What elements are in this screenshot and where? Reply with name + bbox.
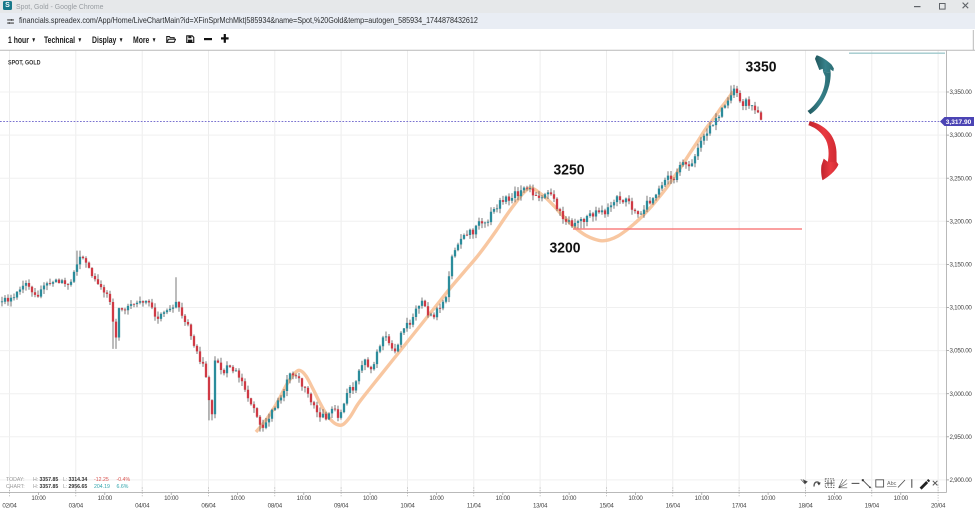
svg-text:204.19: 204.19 — [94, 484, 110, 490]
svg-text:16/04: 16/04 — [666, 503, 681, 510]
svg-text:10:00: 10:00 — [98, 495, 113, 502]
svg-text:TODAY:: TODAY: — [6, 477, 25, 483]
svg-text:3,150.00: 3,150.00 — [950, 262, 973, 269]
svg-text:03/04: 03/04 — [69, 503, 84, 510]
svg-text:Abc: Abc — [887, 481, 897, 487]
svg-text:06/04: 06/04 — [201, 503, 216, 510]
svg-text:L:: L: — [63, 484, 67, 490]
svg-text:3,000.00: 3,000.00 — [950, 391, 973, 398]
svg-text:3,250.00: 3,250.00 — [950, 175, 973, 182]
svg-text:3,300.00: 3,300.00 — [950, 132, 973, 139]
svg-text:10:00: 10:00 — [429, 495, 444, 502]
svg-text:02/04: 02/04 — [2, 503, 17, 510]
svg-text:H:: H: — [33, 484, 38, 490]
svg-text:3357.85: 3357.85 — [40, 484, 59, 490]
svg-text:3200: 3200 — [550, 240, 581, 257]
svg-text:10:00: 10:00 — [297, 495, 312, 502]
svg-text:10:00: 10:00 — [695, 495, 710, 502]
svg-text:10:00: 10:00 — [164, 495, 179, 502]
svg-text:6.6%: 6.6% — [117, 484, 129, 490]
svg-text:3,350.00: 3,350.00 — [950, 89, 973, 96]
svg-text:2,900.00: 2,900.00 — [950, 477, 973, 484]
svg-text:10:00: 10:00 — [496, 495, 511, 502]
svg-text:-0.4%: -0.4% — [117, 477, 131, 483]
svg-text:04/04: 04/04 — [135, 503, 150, 510]
svg-text:10:00: 10:00 — [628, 495, 643, 502]
svg-text:3357.85: 3357.85 — [40, 477, 59, 483]
svg-text:CHART:: CHART: — [6, 484, 25, 490]
svg-text:2,950.00: 2,950.00 — [950, 434, 973, 441]
svg-text:3,050.00: 3,050.00 — [950, 348, 973, 355]
svg-text:15/04: 15/04 — [599, 503, 614, 510]
svg-text:H:: H: — [33, 477, 38, 483]
svg-text:08/04: 08/04 — [268, 503, 283, 510]
svg-text:20/04: 20/04 — [931, 503, 946, 510]
svg-text:-12.25: -12.25 — [94, 477, 109, 483]
svg-text:19/04: 19/04 — [865, 503, 880, 510]
svg-text:3,200.00: 3,200.00 — [950, 218, 973, 225]
svg-text:10/04: 10/04 — [400, 503, 415, 510]
svg-text:L:: L: — [63, 477, 67, 483]
svg-text:3250: 3250 — [554, 162, 585, 179]
svg-text:13/04: 13/04 — [533, 503, 548, 510]
svg-text:10:00: 10:00 — [230, 495, 245, 502]
svg-text:11/04: 11/04 — [467, 503, 482, 510]
svg-text:3,317.90: 3,317.90 — [946, 119, 972, 126]
svg-text:10:00: 10:00 — [562, 495, 577, 502]
svg-text:10:00: 10:00 — [894, 495, 909, 502]
svg-text:10:00: 10:00 — [827, 495, 842, 502]
svg-text:10:00: 10:00 — [31, 495, 46, 502]
svg-text:3314.34: 3314.34 — [69, 477, 88, 483]
svg-text:3,100.00: 3,100.00 — [950, 305, 973, 312]
svg-text:18/04: 18/04 — [798, 503, 813, 510]
svg-text:10:00: 10:00 — [363, 495, 378, 502]
svg-text:SPOT, GOLD: SPOT, GOLD — [8, 60, 41, 67]
svg-text:10:00: 10:00 — [761, 495, 776, 502]
svg-text:3350: 3350 — [746, 59, 777, 76]
svg-text:09/04: 09/04 — [334, 503, 349, 510]
svg-text:2956.65: 2956.65 — [69, 484, 88, 490]
svg-text:17/04: 17/04 — [732, 503, 747, 510]
